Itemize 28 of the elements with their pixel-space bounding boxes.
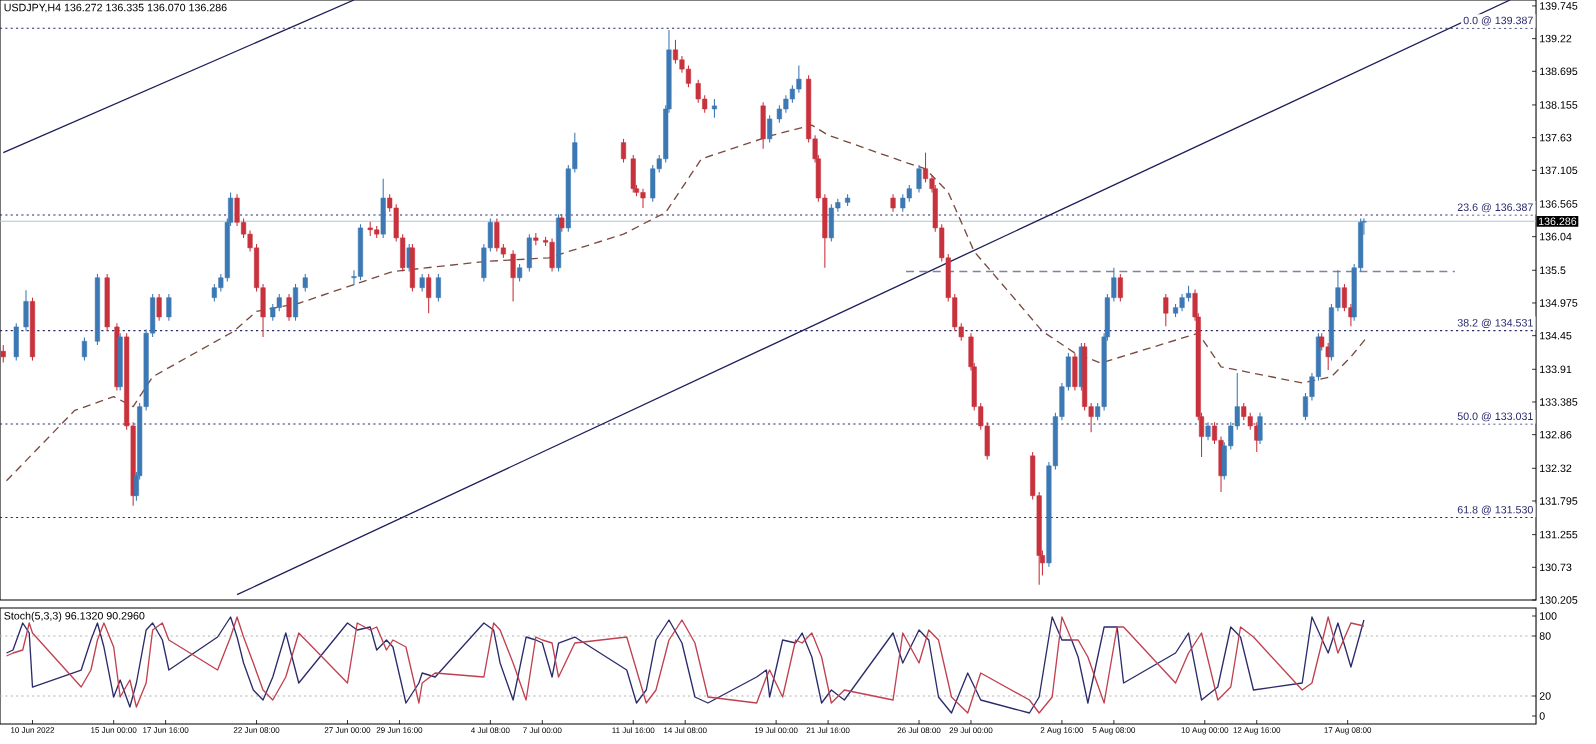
candlestick bbox=[13, 322, 19, 362]
candlestick bbox=[916, 164, 922, 193]
candlestick bbox=[828, 203, 834, 243]
candlestick bbox=[672, 39, 679, 65]
candlestick bbox=[1205, 421, 1211, 441]
candlestick bbox=[23, 289, 29, 332]
candlestick bbox=[166, 293, 172, 322]
candlestick bbox=[426, 273, 432, 314]
candlestick bbox=[286, 293, 292, 322]
candlestick bbox=[549, 237, 555, 273]
line-series bbox=[5, 124, 1368, 482]
candlestick bbox=[620, 138, 627, 164]
candlestick bbox=[510, 249, 516, 302]
candlestick bbox=[711, 98, 717, 119]
candlestick bbox=[292, 283, 299, 322]
candlestick bbox=[640, 188, 646, 209]
candlestick bbox=[1257, 412, 1263, 445]
candlestick bbox=[435, 273, 441, 302]
candlestick bbox=[1117, 273, 1123, 302]
candlestick bbox=[760, 101, 766, 150]
candlestick bbox=[1072, 352, 1078, 391]
candlestick bbox=[630, 154, 636, 193]
candlestick bbox=[494, 218, 500, 253]
candlestick bbox=[81, 336, 87, 362]
candlestick bbox=[1163, 293, 1169, 327]
candlestick bbox=[685, 64, 691, 88]
candlestick bbox=[156, 293, 162, 322]
candlestick bbox=[380, 178, 386, 239]
